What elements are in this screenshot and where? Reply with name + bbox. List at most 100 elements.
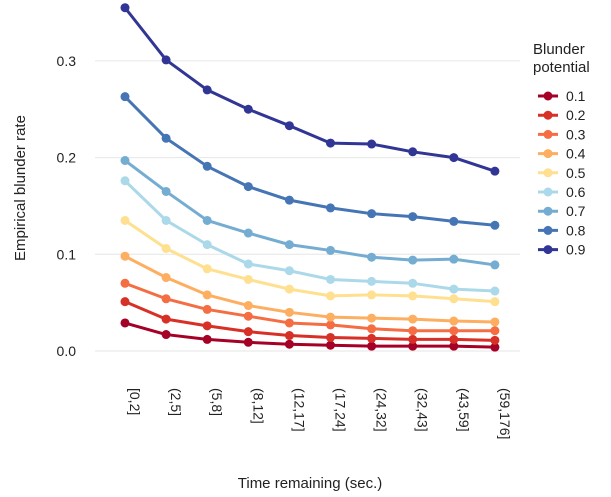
data-point: [326, 291, 335, 301]
data-point: [202, 161, 212, 171]
data-point: [284, 284, 294, 294]
data-point: [408, 255, 418, 265]
legend-item: 0.1: [538, 88, 586, 104]
data-point: [202, 290, 212, 300]
data-point: [326, 312, 335, 322]
data-point: [408, 147, 418, 157]
y-tick-label: 0.3: [57, 53, 77, 69]
y-tick-label: 0.0: [57, 343, 77, 359]
x-tick-label: (12,17]: [291, 388, 307, 432]
data-point: [408, 341, 418, 351]
data-point: [243, 311, 253, 321]
data-point: [243, 104, 253, 114]
data-point: [449, 294, 459, 304]
series-0.2: [120, 297, 500, 345]
data-point: [161, 215, 171, 225]
data-point: [490, 260, 500, 270]
data-point: [367, 290, 377, 300]
data-point: [449, 284, 459, 294]
series-line: [124, 219, 496, 304]
data-point: [408, 314, 418, 324]
data-point: [161, 273, 171, 283]
x-axis-label: Time remaining (sec.): [238, 475, 382, 492]
series-0.7: [120, 156, 500, 270]
data-point: [449, 153, 459, 163]
legend-item: 0.2: [538, 107, 586, 123]
data-point: [120, 318, 130, 328]
data-point: [202, 334, 212, 344]
data-point: [202, 215, 212, 225]
data-point: [284, 240, 294, 250]
series-0.6: [120, 176, 500, 296]
data-point: [120, 176, 130, 186]
data-point: [326, 332, 335, 342]
data-point: [284, 331, 294, 341]
data-point: [243, 182, 253, 192]
legend-swatch-point: [543, 91, 553, 101]
data-point: [161, 330, 171, 340]
x-tick-label: (5,8]: [209, 388, 225, 416]
legend-label: 0.5: [566, 165, 586, 181]
series-line: [124, 281, 495, 333]
series-line: [124, 254, 495, 324]
legend-item: 0.8: [538, 222, 586, 238]
data-point: [326, 340, 335, 350]
data-point: [120, 215, 130, 225]
legend-label: 0.3: [566, 126, 586, 142]
data-point: [161, 133, 171, 143]
series-line: [123, 95, 496, 227]
data-point: [161, 294, 171, 304]
data-point: [408, 334, 418, 344]
data-point: [326, 138, 335, 148]
data-point: [326, 203, 335, 213]
data-point: [449, 326, 459, 336]
legend-label: 0.2: [566, 107, 586, 123]
x-tick-label: (59,176]: [497, 388, 513, 439]
data-point: [326, 274, 335, 284]
data-point: [449, 216, 459, 226]
data-point: [490, 342, 500, 352]
x-tick-label: (43,59]: [456, 388, 472, 432]
data-point: [120, 297, 130, 307]
legend-label: 0.9: [566, 242, 586, 258]
data-point: [490, 286, 500, 296]
data-point: [449, 334, 459, 344]
series-line: [124, 321, 495, 349]
data-point: [367, 341, 377, 351]
series-line: [123, 179, 495, 293]
series-line: [123, 6, 496, 173]
legend-items: 0.1 0.2 0.3 0.4 0.5 0.6 0.7 0.8 0.9: [538, 88, 586, 258]
data-point: [284, 318, 294, 328]
grid-lines: [95, 60, 520, 352]
legend-label: 0.7: [566, 203, 586, 219]
x-tick-label: (17,24]: [333, 388, 349, 432]
legend-label: 0.8: [566, 222, 586, 238]
x-tick-label: (24,32]: [374, 388, 390, 432]
data-point: [449, 254, 459, 264]
legend-swatch-point: [543, 187, 553, 197]
data-point: [202, 304, 212, 314]
data-point: [449, 316, 459, 326]
series-0.8: [120, 92, 500, 230]
data-point: [284, 339, 294, 349]
data-point: [243, 274, 253, 284]
data-point: [120, 3, 130, 13]
data-point: [284, 266, 294, 276]
data-point: [408, 326, 418, 336]
legend-title-line-2: potential: [533, 59, 590, 76]
legend-label: 0.1: [566, 88, 586, 104]
legend-item: 0.3: [538, 126, 586, 142]
data-point: [161, 186, 171, 196]
data-point: [367, 333, 377, 343]
data-point: [490, 335, 500, 345]
legend-label: 0.4: [566, 146, 586, 162]
legend-title-line-1: Blunder: [533, 41, 585, 58]
data-point: [161, 55, 171, 65]
legend-item: 0.4: [538, 146, 586, 162]
data-point: [367, 324, 377, 334]
data-point: [202, 264, 212, 274]
data-point: [120, 278, 130, 288]
data-point: [490, 317, 500, 327]
x-tick-label: (32,43]: [415, 388, 431, 432]
